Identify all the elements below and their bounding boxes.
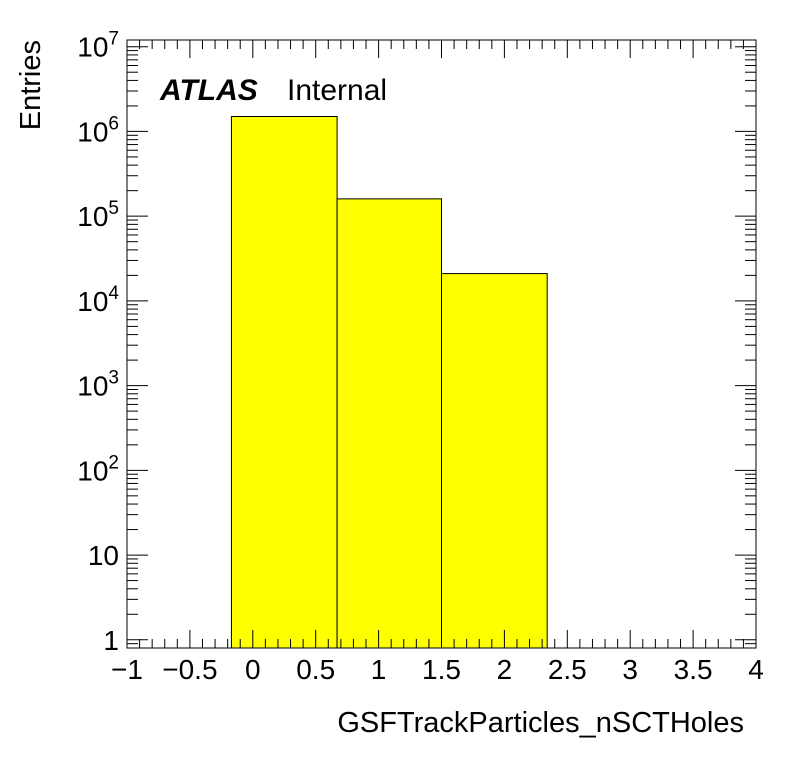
x-tick-label: 2: [497, 654, 513, 685]
x-tick-label: −0.5: [162, 654, 217, 685]
y-tick-label: 10: [88, 540, 119, 571]
y-tick-label: 104: [77, 283, 119, 317]
axis-ticks-group: [126, 40, 757, 649]
status-label: Internal: [287, 74, 387, 107]
histogram-bar-0: [230, 116, 338, 649]
y-tick-label: 107: [77, 29, 119, 63]
x-tick-label: 3: [622, 654, 638, 685]
y-tick-label: 103: [77, 368, 119, 402]
x-tick-label: 0: [245, 654, 261, 685]
bars-group: [230, 116, 548, 649]
y-tick-label: 1: [103, 625, 119, 656]
x-tick-label: 1.5: [422, 654, 461, 685]
y-tick-label: 106: [77, 113, 119, 147]
x-tick-labels-group: −1 −0.5 0 0.5 1 1.5 2 2.5 3 3.5 4: [111, 654, 764, 685]
x-tick-label: −1: [111, 654, 143, 685]
x-tick-label: 4: [748, 654, 764, 685]
y-tick-labels-group: 1 10 102 103 104 105 106 107: [77, 29, 119, 656]
x-axis-title: GSFTrackParticles_nSCTHoles: [337, 707, 744, 739]
x-tick-label: 0.5: [296, 654, 335, 685]
y-tick-label: 102: [77, 452, 119, 486]
histogram-bar-1: [336, 198, 442, 649]
x-tick-label: 3.5: [674, 654, 713, 685]
x-tick-label: 1: [371, 654, 387, 685]
experiment-label: ATLAS: [159, 74, 258, 107]
histogram-bar-2: [441, 273, 548, 649]
x-tick-label: 2.5: [548, 654, 587, 685]
y-tick-label: 105: [77, 198, 119, 232]
y-axis-title: Entries: [15, 40, 47, 130]
